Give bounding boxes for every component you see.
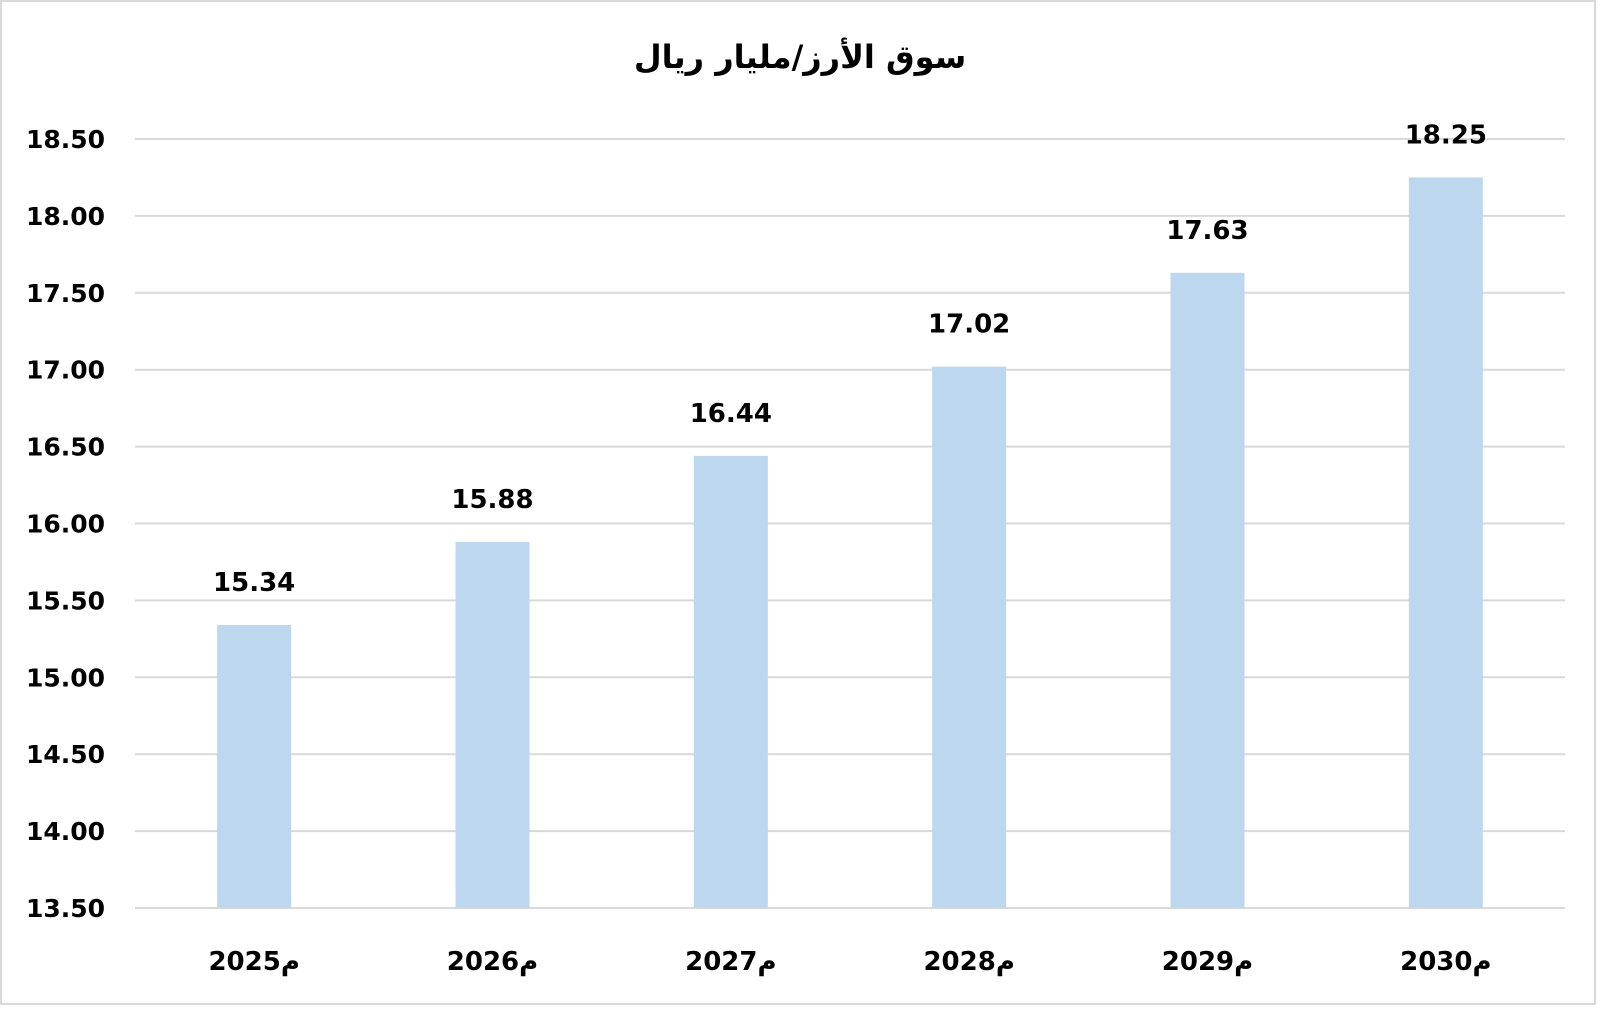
x-category-label: 2025م bbox=[208, 947, 299, 977]
y-tick-label: 16.50 bbox=[26, 433, 105, 462]
x-category-label: 2029م bbox=[1162, 947, 1253, 977]
y-tick-label: 17.00 bbox=[26, 356, 105, 385]
y-tick-label: 14.00 bbox=[26, 817, 105, 846]
data-label: 17.63 bbox=[1166, 216, 1248, 246]
data-label: 18.25 bbox=[1405, 120, 1487, 150]
bar bbox=[693, 455, 768, 908]
x-category-label: 2028م bbox=[923, 947, 1014, 977]
x-category-label: 2026م bbox=[447, 947, 538, 977]
x-category-label: 2030م bbox=[1400, 947, 1491, 977]
y-tick-label: 18.00 bbox=[26, 202, 105, 231]
data-label: 15.34 bbox=[213, 568, 295, 598]
y-tick-label: 14.50 bbox=[26, 740, 105, 769]
data-label: 16.44 bbox=[690, 399, 772, 429]
y-tick-label: 16.00 bbox=[26, 510, 105, 539]
bar bbox=[1170, 272, 1245, 908]
x-category-label: 2027م bbox=[685, 947, 776, 977]
y-tick-label: 15.00 bbox=[26, 663, 105, 692]
bars bbox=[217, 177, 1483, 908]
y-tick-label: 17.50 bbox=[26, 279, 105, 308]
chart-title: سوق الأرز/مليار ريال bbox=[634, 37, 966, 76]
y-tick-label: 13.50 bbox=[26, 894, 105, 923]
y-axis-ticks: 13.50 14.00 14.50 15.00 15.50 16.00 16.50 17.00… bbox=[26, 125, 105, 923]
bar bbox=[217, 625, 292, 908]
data-label: 17.02 bbox=[928, 310, 1010, 340]
bar bbox=[1408, 177, 1483, 908]
data-labels: 15.34 15.88 16.44 17.02 17.63 18.25 bbox=[213, 120, 1487, 598]
bar bbox=[932, 366, 1007, 908]
x-axis-categories: 2025م 2026م 2027م 2028م 2029م 2030م bbox=[208, 947, 1491, 977]
y-tick-label: 18.50 bbox=[26, 125, 105, 154]
bar bbox=[455, 541, 530, 908]
y-tick-label: 15.50 bbox=[26, 586, 105, 615]
gridlines bbox=[135, 138, 1565, 909]
data-label: 15.88 bbox=[451, 485, 533, 515]
